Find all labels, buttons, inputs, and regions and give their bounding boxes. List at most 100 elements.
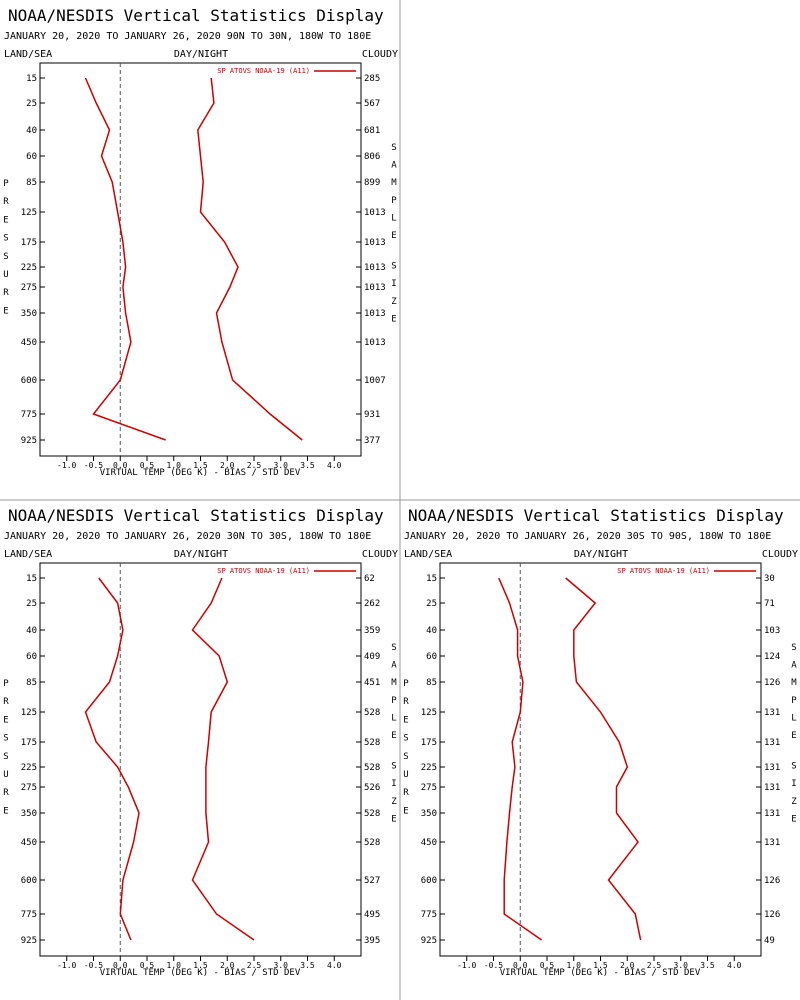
right-axis-label-char: A <box>791 661 797 671</box>
right-axis-label-char: M <box>391 678 397 688</box>
cloudy-label: CLOUDY <box>362 49 398 60</box>
plot-frame <box>39 562 362 957</box>
panel-subtitle: JANUARY 20, 2020 TO JANUARY 26, 2020 30N … <box>4 531 371 542</box>
sample-size-label: 528 <box>364 809 380 819</box>
date-range: JANUARY 20, 2020 TO JANUARY 26, 2020 <box>4 531 221 542</box>
sample-size-label: 495 <box>364 910 380 920</box>
y-axis-label-char: E <box>3 306 8 316</box>
pressure-tick-label: 175 <box>21 238 37 248</box>
sample-size-label: 49 <box>764 936 775 946</box>
land-sea-label: LAND/SEA <box>404 549 452 560</box>
cloudy-label: CLOUDY <box>762 549 798 560</box>
plot-frame <box>39 62 362 457</box>
y-axis-label-char: R <box>403 788 409 798</box>
pressure-tick-label: 450 <box>21 338 37 348</box>
sample-size-label: 567 <box>364 99 380 109</box>
pressure-tick-label: 925 <box>421 936 437 946</box>
pressure-tick-label: 600 <box>421 876 437 886</box>
sample-size-label: 131 <box>764 809 780 819</box>
right-axis-label-char: S <box>391 262 396 272</box>
series-bias-line <box>84 577 140 941</box>
chart-panel-1: NOAA/NESDIS Vertical Statistics Display J… <box>3 6 398 478</box>
y-axis-label-char: S <box>3 752 8 762</box>
sample-size-label: 71 <box>764 599 775 609</box>
x-tick-label: 2.5 <box>647 961 662 970</box>
right-axis-label-char: S <box>391 143 396 153</box>
panel-subtitle: JANUARY 20, 2020 TO JANUARY 26, 2020 30S … <box>404 531 771 542</box>
pressure-tick-label: 225 <box>21 763 37 773</box>
right-axis-label-char: L <box>391 213 396 223</box>
x-tick-label: -0.5 <box>484 961 503 970</box>
x-tick-label: -1.0 <box>457 961 476 970</box>
y-axis-label-char: S <box>403 752 408 762</box>
y-axis-label-char: R <box>3 697 9 707</box>
y-axis-label-char: E <box>403 806 408 816</box>
region: 30N TO 30S, 180W TO 180E <box>227 531 372 542</box>
sample-size-label: 1013 <box>364 283 386 293</box>
sample-size-label: 131 <box>764 738 780 748</box>
x-tick-label: 0.0 <box>113 961 128 970</box>
y-axis-label-char: R <box>3 788 9 798</box>
sample-size-label: 526 <box>364 783 380 793</box>
sample-size-label: 806 <box>364 152 380 162</box>
right-axis-label-char: S <box>791 643 796 653</box>
series-std-dev-line <box>565 577 642 941</box>
x-tick-label: -0.5 <box>84 961 103 970</box>
pressure-tick-label: 125 <box>421 708 437 718</box>
pressure-tick-label: 925 <box>21 436 37 446</box>
right-axis-label-char: L <box>391 713 396 723</box>
pressure-tick-label: 15 <box>26 74 37 84</box>
sample-size-label: 1013 <box>364 338 386 348</box>
legend-label: SP ATOVS NOAA-19 (A11) <box>617 567 710 575</box>
sample-size-label: 124 <box>764 652 780 662</box>
day-night-label: DAY/NIGHT <box>574 549 628 560</box>
pressure-tick-label: 275 <box>421 783 437 793</box>
x-tick-label: 4.0 <box>327 961 342 970</box>
sample-size-label: 899 <box>364 178 380 188</box>
sample-size-label: 262 <box>364 599 380 609</box>
sample-size-label: 1013 <box>364 309 386 319</box>
chart-panel-2: NOAA/NESDIS Vertical Statistics Display J… <box>3 506 398 978</box>
x-tick-label: 1.5 <box>593 961 608 970</box>
sample-size-label: 1013 <box>364 263 386 273</box>
panel-title: NOAA/NESDIS Vertical Statistics Display <box>8 6 384 25</box>
sample-size-label: 30 <box>764 574 775 584</box>
right-axis-label-char: Z <box>391 297 397 307</box>
y-axis-label-char: E <box>3 215 8 225</box>
sample-size-label: 527 <box>364 876 380 886</box>
pressure-tick-label: 450 <box>421 838 437 848</box>
pressure-tick-label: 25 <box>426 599 437 609</box>
right-axis-label-char: E <box>391 314 396 324</box>
pressure-tick-label: 225 <box>421 763 437 773</box>
pressure-tick-label: 350 <box>21 809 37 819</box>
pressure-tick-label: 40 <box>26 626 37 636</box>
sample-size-label: 528 <box>364 838 380 848</box>
right-axis-label-char: E <box>391 814 396 824</box>
right-axis-label-char: E <box>391 231 396 241</box>
x-tick-label: 1.5 <box>193 461 208 470</box>
y-axis-label-char: E <box>3 715 8 725</box>
pressure-tick-label: 450 <box>21 838 37 848</box>
pressure-tick-label: 125 <box>21 208 37 218</box>
x-tick-label: 2.0 <box>620 961 635 970</box>
pressure-tick-label: 60 <box>426 652 437 662</box>
y-axis-label-char: S <box>3 234 8 244</box>
right-axis-label-char: Z <box>391 797 397 807</box>
x-tick-label: 2.0 <box>220 961 235 970</box>
x-tick-label: 2.0 <box>220 461 235 470</box>
sample-size-label: 131 <box>764 708 780 718</box>
sample-size-label: 126 <box>764 876 780 886</box>
right-axis-label-char: L <box>791 713 796 723</box>
y-axis-label-char: R <box>403 697 409 707</box>
sample-size-label: 131 <box>764 838 780 848</box>
y-axis-label-char: S <box>403 734 408 744</box>
series-std-dev-line <box>191 577 255 941</box>
sample-size-label: 931 <box>364 410 380 420</box>
sample-size-label: 451 <box>364 678 380 688</box>
pressure-tick-label: 350 <box>421 809 437 819</box>
sample-size-label: 409 <box>364 652 380 662</box>
pressure-tick-label: 350 <box>21 309 37 319</box>
